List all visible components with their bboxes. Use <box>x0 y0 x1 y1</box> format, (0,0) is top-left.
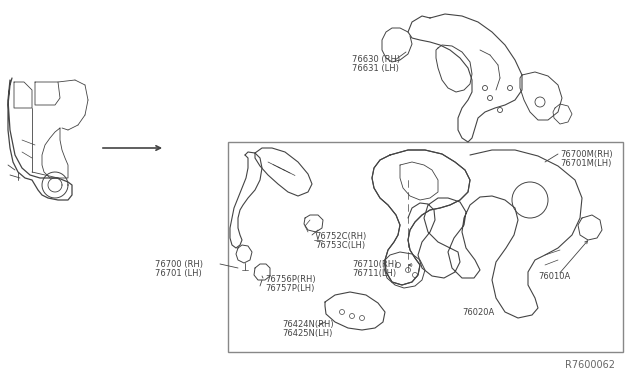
Text: 76425N(LH): 76425N(LH) <box>282 329 332 338</box>
Text: 76701M(LH): 76701M(LH) <box>560 159 611 168</box>
Text: R7600062: R7600062 <box>565 360 615 370</box>
Circle shape <box>488 96 493 100</box>
Text: 76701 (LH): 76701 (LH) <box>155 269 202 278</box>
Text: 76700 (RH): 76700 (RH) <box>155 260 203 269</box>
Circle shape <box>483 86 488 90</box>
Text: 76710(RH): 76710(RH) <box>352 260 397 269</box>
Text: 76020A: 76020A <box>462 308 494 317</box>
Circle shape <box>508 86 513 90</box>
Text: 76630 (RH): 76630 (RH) <box>352 55 400 64</box>
Text: 76711(LH): 76711(LH) <box>352 269 396 278</box>
Text: 76700M(RH): 76700M(RH) <box>560 150 612 159</box>
Text: 76424N(RH): 76424N(RH) <box>282 320 333 329</box>
Text: 76757P(LH): 76757P(LH) <box>265 284 314 293</box>
Text: 76631 (LH): 76631 (LH) <box>352 64 399 73</box>
Bar <box>228 142 623 352</box>
Text: 76752C(RH): 76752C(RH) <box>315 232 366 241</box>
Circle shape <box>497 108 502 112</box>
Text: 76010A: 76010A <box>538 272 570 281</box>
Text: 76753C(LH): 76753C(LH) <box>315 241 365 250</box>
Text: 76756P(RH): 76756P(RH) <box>265 275 316 284</box>
